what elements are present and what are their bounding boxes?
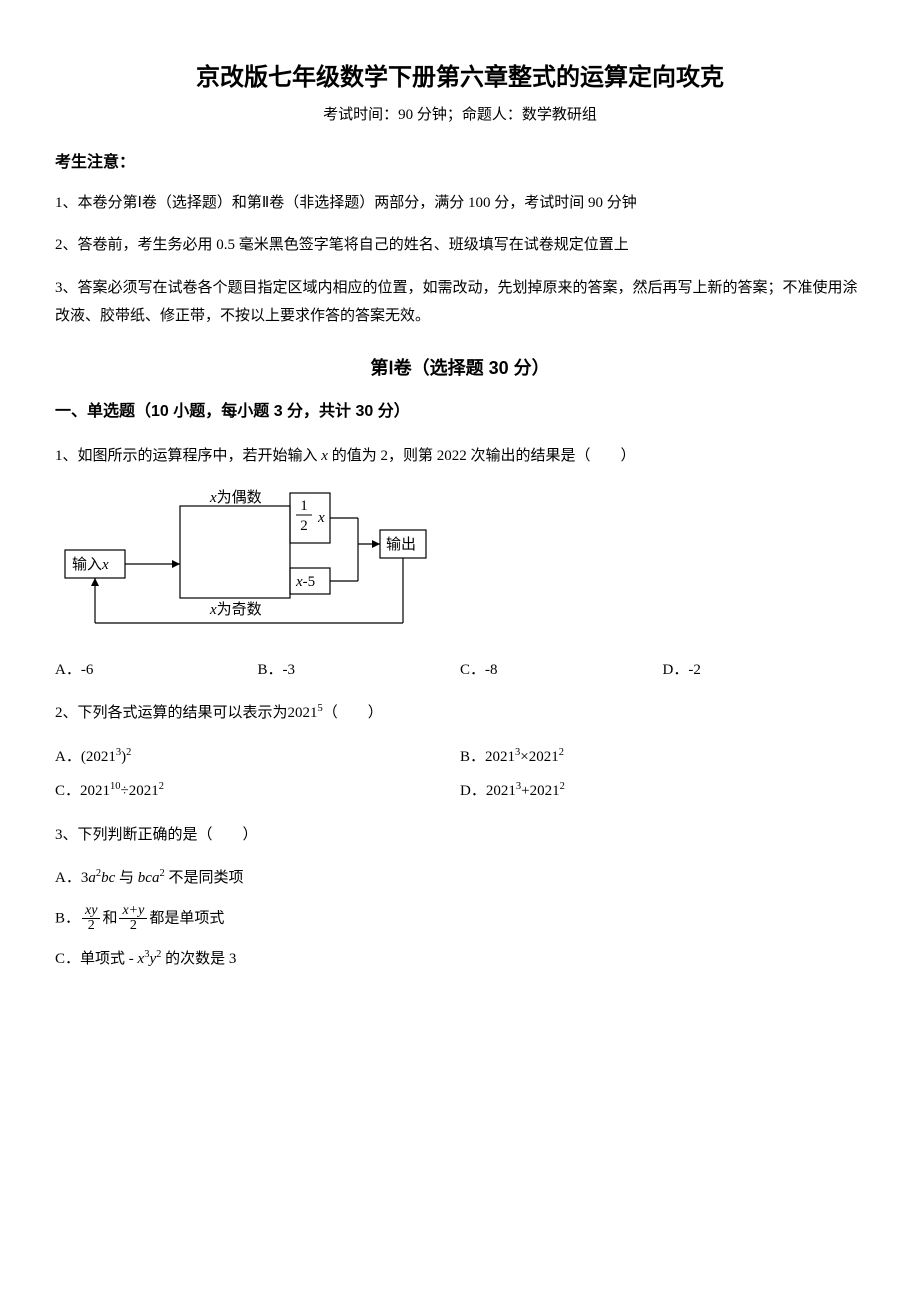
question-2: 2、下列各式运算的结果可以表示为20215（ ）: [55, 699, 865, 728]
notice-1: 1、本卷分第Ⅰ卷（选择题）和第Ⅱ卷（非选择题）两部分，满分 100 分，考试时间…: [55, 189, 865, 218]
question-1: 1、如图所示的运算程序中，若开始输入 x 的值为 2，则第 2022 次输出的结…: [55, 442, 865, 471]
part1-heading: 第Ⅰ卷（选择题 30 分）: [55, 355, 865, 382]
q1-options: A．-6 B．-3 C．-8 D．-2: [55, 659, 865, 682]
q1-opt-a: A．-6: [55, 659, 258, 682]
q1-opt-b: B．-3: [258, 659, 461, 682]
doc-title: 京改版七年级数学下册第六章整式的运算定向攻克: [55, 60, 865, 96]
flowchart-diagram: 输入x x为偶数 x为奇数 1 2 x x-5 输出: [60, 488, 865, 641]
q2-stem: 2、下列各式运算的结果可以表示为: [55, 705, 288, 721]
q2-base: 2021: [288, 705, 318, 721]
notice-3: 3、答案必须写在试卷各个题目指定区域内相应的位置，如需改动，先划掉原来的答案，然…: [55, 274, 865, 331]
notice-heading: 考生注意：: [55, 151, 865, 175]
svg-text:2: 2: [300, 518, 308, 534]
q2-options-row2: C．202110÷20212 D．20213+20212: [55, 780, 865, 803]
q3-opt-a: A．3a2bc 与 bca2 不是同类项: [55, 867, 865, 890]
notice-2: 2、答卷前，考生务必用 0.5 毫米黑色签字笔将自己的姓名、班级填写在试卷规定位…: [55, 231, 865, 260]
flow-even-label: x为偶数: [209, 489, 262, 506]
svg-text:x-5: x-5: [295, 574, 315, 590]
q2-opt-b: B．20213×20212: [460, 746, 865, 769]
svg-text:x: x: [317, 510, 325, 526]
q3-opt-c: C．单项式 - x3y2 的次数是 3: [55, 948, 865, 971]
q3-opt-b: B．xy2和x+y2都是单项式: [55, 904, 865, 934]
fraction-icon: xy2: [82, 904, 100, 934]
q1-stem-post: 的值为 2，则第 2022 次输出的结果是（ ）: [328, 448, 636, 464]
flow-odd-label: x为奇数: [209, 601, 262, 618]
doc-subtitle: 考试时间：90 分钟；命题人：数学教研组: [55, 104, 865, 127]
flow-output-label: 输出: [386, 536, 416, 553]
q2-opt-d: D．20213+20212: [460, 780, 865, 803]
q2-opt-a: A．(20213)2: [55, 746, 460, 769]
question-3: 3、下列判断正确的是（ ）: [55, 821, 865, 850]
q1-stem-pre: 1、如图所示的运算程序中，若开始输入: [55, 448, 321, 464]
q1-var: x: [321, 448, 328, 464]
mcq-heading: 一、单选题（10 小题，每小题 3 分，共计 30 分）: [55, 400, 865, 424]
q2-opt-c: C．202110÷20212: [55, 780, 460, 803]
fraction-icon: x+y2: [119, 904, 147, 934]
svg-text:1: 1: [300, 498, 308, 514]
q2-options-row1: A．(20213)2 B．20213×20212: [55, 746, 865, 769]
q1-opt-c: C．-8: [460, 659, 663, 682]
q2-tail: （ ）: [323, 705, 383, 721]
flow-input-label: 输入x: [72, 556, 109, 573]
q1-opt-d: D．-2: [663, 659, 866, 682]
